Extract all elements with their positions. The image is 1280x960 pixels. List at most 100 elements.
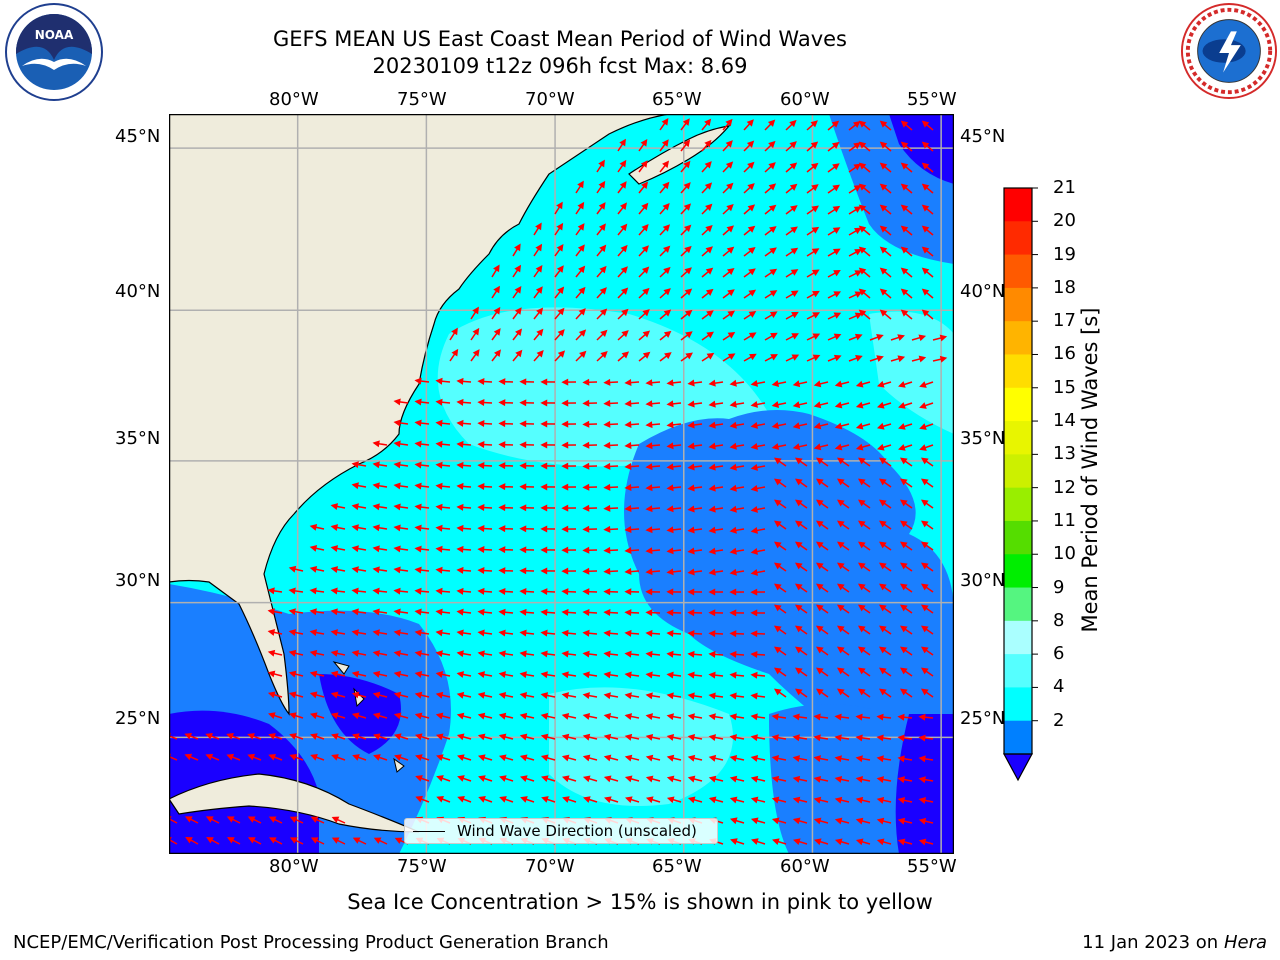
wave-direction-arrowhead — [750, 796, 759, 804]
wave-direction-arrowhead — [921, 246, 930, 254]
colorbar-tick-label: 17 — [1053, 310, 1076, 332]
wave-direction-arrowhead — [767, 119, 776, 127]
wave-direction-arrowhead — [624, 463, 632, 471]
wave-direction-arrowhead — [748, 289, 757, 297]
wave-direction-arrowhead — [477, 483, 485, 491]
wave-direction-arrowhead — [561, 504, 569, 512]
wave-direction-arrowhead — [708, 609, 716, 617]
wave-direction-arrowhead — [920, 625, 929, 633]
wave-direction-arrowhead — [708, 484, 716, 492]
wave-direction-arrowhead — [624, 775, 633, 783]
wave-direction-arrowhead — [836, 604, 845, 612]
wave-direction-arrowhead — [582, 567, 590, 575]
wave-direction-arrowhead — [414, 524, 422, 532]
wave-direction-arrowhead — [330, 712, 339, 720]
wave-direction-arrowhead — [248, 837, 256, 844]
colorbar-tick-label: 18 — [1053, 276, 1076, 298]
colorbar-segment — [1004, 487, 1032, 522]
wave-direction-arrowhead — [876, 334, 884, 341]
wave-direction-arrowhead — [661, 117, 669, 126]
wave-direction-arrowhead — [921, 204, 930, 212]
wave-direction-arrowhead — [331, 816, 340, 823]
wave-direction-arrowhead — [687, 505, 695, 513]
wave-direction-arrowhead — [456, 691, 465, 699]
wave-direction-arrowhead — [708, 526, 716, 534]
wave-direction-arrowhead — [393, 482, 401, 490]
wave-direction-arrowhead — [414, 545, 422, 553]
wave-direction-arrowhead — [372, 587, 380, 595]
wave-direction-arrowhead — [603, 775, 612, 783]
wave-direction-arrowhead — [855, 817, 864, 825]
wave-direction-arrowhead — [900, 120, 909, 128]
wave-direction-arrowhead — [855, 401, 864, 409]
wave-direction-arrowhead — [493, 328, 501, 336]
wave-direction-arrowhead — [561, 608, 569, 616]
wave-direction-arrowhead — [919, 381, 927, 388]
wave-direction-arrowhead — [435, 608, 443, 616]
wave-direction-arrowhead — [351, 482, 359, 490]
wave-direction-arrowhead — [813, 443, 822, 451]
wave-direction-arrowhead — [540, 525, 548, 533]
wave-direction-arrowhead — [519, 754, 528, 762]
wave-direction-arrowhead — [725, 140, 733, 148]
wave-direction-arrowhead — [645, 713, 653, 721]
wave-direction-arrowhead — [561, 462, 569, 470]
wave-direction-arrowhead — [373, 733, 381, 741]
wave-direction-arrowhead — [750, 484, 758, 492]
wave-direction-arrowhead — [603, 588, 611, 596]
wave-direction-arrowhead — [561, 629, 569, 637]
wave-direction-arrowhead — [794, 604, 803, 612]
wave-direction-arrowhead — [662, 181, 670, 190]
wave-direction-arrowhead — [810, 162, 819, 170]
wave-direction-arrowhead — [498, 587, 506, 595]
wave-direction-arrowhead — [750, 463, 758, 471]
wave-direction-arrowhead — [687, 630, 695, 638]
wave-direction-arrowhead — [514, 307, 522, 315]
wave-direction-arrowhead — [684, 288, 693, 296]
wave-direction-arrowhead — [247, 816, 256, 823]
wave-direction-arrowhead — [645, 547, 653, 555]
wave-direction-arrowhead — [535, 222, 542, 231]
wave-direction-arrowhead — [557, 350, 566, 358]
wave-direction-arrowhead — [599, 244, 607, 253]
wave-direction-arrowhead — [645, 526, 653, 534]
chart-title: GEFS MEAN US East Coast Mean Period of W… — [273, 27, 847, 51]
wave-direction-arrowhead — [773, 667, 782, 675]
wave-direction-arrowhead — [704, 118, 712, 127]
wave-direction-arrowhead — [477, 608, 485, 616]
wave-direction-arrowhead — [310, 733, 318, 740]
wave-direction-arrowhead — [750, 442, 758, 450]
wave-direction-arrowhead — [794, 562, 803, 570]
wave-direction-arrowhead — [435, 671, 444, 678]
wave-direction-arrowhead — [704, 139, 712, 148]
wave-direction-arrowhead — [519, 712, 528, 720]
wave-direction-arrowhead — [451, 348, 459, 357]
wave-direction-arrowhead — [706, 310, 714, 318]
wave-direction-arrowhead — [435, 419, 443, 427]
wave-direction-arrowhead — [876, 401, 885, 409]
wave-direction-arrowhead — [729, 775, 738, 783]
period-zone-under-2 — [895, 714, 954, 854]
wave-direction-arrowhead — [267, 691, 276, 699]
wave-direction-arrowhead — [498, 525, 506, 533]
wave-direction-arrowhead — [833, 312, 842, 319]
wave-direction-arrowhead — [813, 380, 822, 388]
sea-ice-caption: Sea Ice Concentration > 15% is shown in … — [347, 890, 933, 914]
wave-direction-arrowhead — [435, 566, 443, 574]
wave-direction-arrowhead — [729, 734, 737, 742]
wave-direction-arrowhead — [666, 463, 674, 471]
wave-direction-arrowhead — [436, 754, 444, 761]
wave-direction-arrowhead — [435, 461, 443, 469]
wave-direction-arrowhead — [900, 309, 909, 317]
wave-direction-arrowhead — [836, 562, 845, 570]
wave-direction-arrowhead — [833, 291, 842, 298]
wave-direction-arrowhead — [603, 462, 611, 470]
wave-direction-arrowhead — [640, 138, 648, 147]
wave-direction-arrowhead — [918, 817, 927, 825]
lon-label-top: 55°W — [907, 89, 957, 110]
wave-direction-arrowhead — [540, 399, 548, 407]
wave-direction-arrowhead — [666, 547, 674, 555]
colorbar-segment — [1004, 254, 1032, 289]
wave-direction-arrowhead — [810, 120, 818, 128]
wave-direction-arrowhead — [435, 482, 443, 490]
